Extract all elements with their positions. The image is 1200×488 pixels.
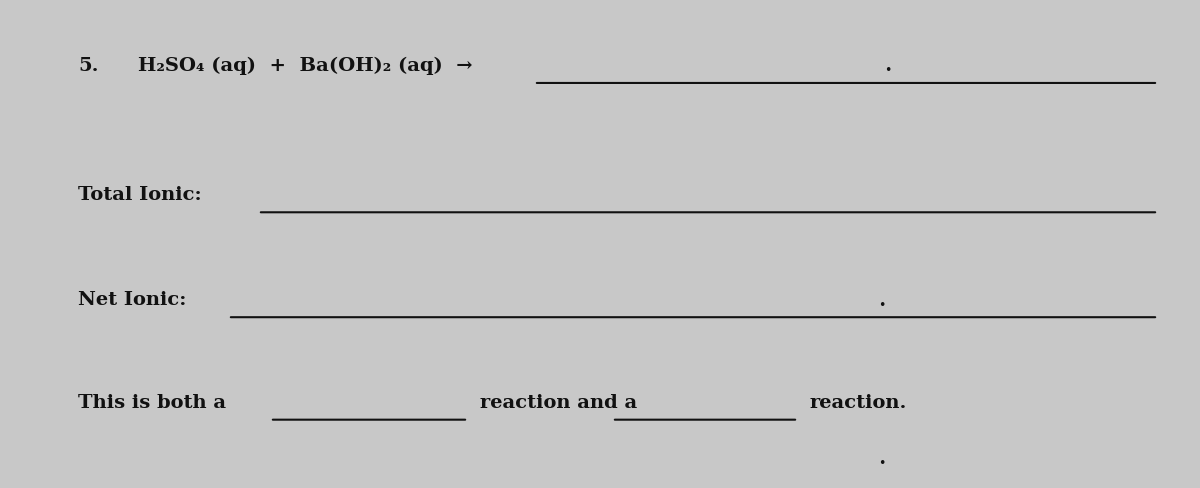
Text: This is both a: This is both a <box>78 394 226 411</box>
Text: reaction and a: reaction and a <box>480 394 637 411</box>
Text: Total Ionic:: Total Ionic: <box>78 186 202 204</box>
Text: •: • <box>884 64 892 77</box>
Text: Net Ionic:: Net Ionic: <box>78 291 186 309</box>
Text: H₂SO₄ (aq)  +  Ba(OH)₂ (aq)  →: H₂SO₄ (aq) + Ba(OH)₂ (aq) → <box>138 57 473 75</box>
Text: reaction.: reaction. <box>810 394 907 411</box>
Text: •: • <box>878 457 886 470</box>
Text: 5.: 5. <box>78 57 98 75</box>
Text: •: • <box>878 299 886 311</box>
